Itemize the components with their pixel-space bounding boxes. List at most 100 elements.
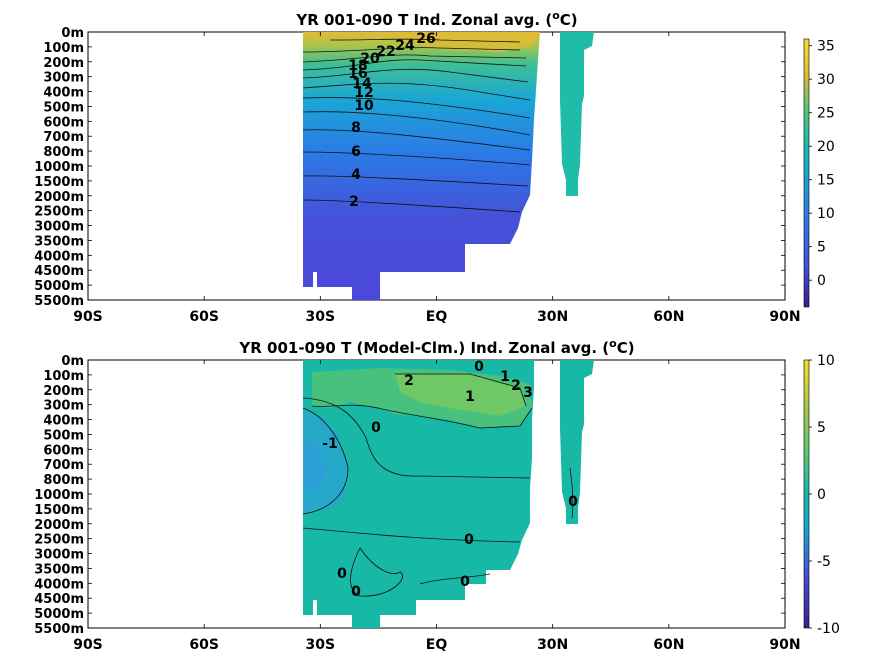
y-tick-label: 2000m xyxy=(34,190,84,205)
x-tick-label: 30S xyxy=(306,309,336,325)
x-tick-label: 90N xyxy=(769,637,800,653)
y-tick-label: 100m xyxy=(43,369,84,384)
colorbar-tick-label: -10 xyxy=(817,621,840,637)
colorbar-tick-label: -5 xyxy=(817,554,831,570)
temperature-field-north xyxy=(560,32,594,196)
y-tick-label: 4500m xyxy=(34,592,84,607)
y-tick-label: 300m xyxy=(43,71,84,86)
y-tick-label: 0m xyxy=(61,26,84,41)
panel-temperature: YR 001-090 T Ind. Zonal avg. (oC) 26 24 … xyxy=(0,0,875,328)
contour-label: 0 xyxy=(371,420,381,436)
colorbar-tick-label: 30 xyxy=(817,72,835,88)
y-tick-label: 3500m xyxy=(34,234,84,249)
contour-label: 0 xyxy=(474,359,484,375)
x-axis: 90S 60S 30S EQ 30N 60N 90N xyxy=(73,360,801,653)
y-tick-label: 800m xyxy=(43,145,84,160)
y-tick-label: 4000m xyxy=(34,249,84,264)
colorbar-tick-label: 20 xyxy=(817,139,835,155)
y-tick-label: 2000m xyxy=(34,518,84,533)
chart-title: YR 001-090 T (Model-Clm.) Ind. Zonal avg… xyxy=(238,337,634,357)
x-tick-label: 90S xyxy=(73,637,103,653)
contour-lines xyxy=(302,38,531,213)
colorbar-tick-label: 35 xyxy=(817,39,835,55)
y-axis: 0m100m200m300m400m500m600m700m800m1000m1… xyxy=(34,26,785,309)
x-tick-label: 60N xyxy=(653,637,684,653)
x-tick-label: EQ xyxy=(426,637,448,653)
colorbar-tick-label: 10 xyxy=(817,353,835,369)
colorbar-tick-label: 5 xyxy=(817,240,826,256)
contour-label: 0 xyxy=(464,532,474,548)
y-tick-label: 5000m xyxy=(34,279,84,294)
x-tick-label: 30S xyxy=(306,637,336,653)
contour-label: 22 xyxy=(376,44,395,60)
colorbar-tick-label: 15 xyxy=(817,173,835,189)
chart-temperature-anomaly: YR 001-090 T (Model-Clm.) Ind. Zonal avg… xyxy=(34,337,840,653)
contour-label: 1 xyxy=(500,369,510,385)
contour-label: 14 xyxy=(352,76,372,92)
contour-label: 10 xyxy=(354,98,374,114)
y-tick-label: 2500m xyxy=(34,205,84,220)
x-tick-label: 60S xyxy=(189,637,219,653)
colorbar-tick-label: 25 xyxy=(817,106,835,122)
y-tick-label: 100m xyxy=(43,41,84,56)
contour-label: 26 xyxy=(416,31,435,47)
x-tick-label: 30N xyxy=(537,309,568,325)
y-tick-label: 4000m xyxy=(34,577,84,592)
y-tick-label: 3500m xyxy=(34,562,84,577)
contour-label: 0 xyxy=(351,584,361,600)
y-tick-label: 3000m xyxy=(34,220,84,235)
contour-label: 8 xyxy=(351,120,361,136)
contour-label: 0 xyxy=(568,494,578,510)
contour-label: 0 xyxy=(460,574,470,590)
x-tick-label: EQ xyxy=(426,309,448,325)
x-tick-label: 60N xyxy=(653,309,684,325)
contour-labels: 2 1 0 1 2 3 -1 0 0 0 0 0 0 xyxy=(322,359,578,600)
x-tick-label: 90N xyxy=(769,309,800,325)
x-tick-label: 90S xyxy=(73,309,103,325)
y-tick-label: 2500m xyxy=(34,533,84,548)
x-tick-label: 30N xyxy=(537,637,568,653)
contour-labels: 26 24 22 20 18 16 14 12 10 8 6 4 2 xyxy=(348,31,435,210)
y-tick-label: 400m xyxy=(43,414,84,429)
contour-label: 6 xyxy=(351,144,361,160)
y-tick-label: 5500m xyxy=(34,294,84,309)
warm-surface xyxy=(400,32,540,52)
cold-anomaly-core xyxy=(303,440,326,492)
y-tick-label: 300m xyxy=(43,399,84,414)
colorbar-tick-label: 10 xyxy=(817,206,835,222)
y-tick-label: 800m xyxy=(43,473,84,488)
y-tick-label: 500m xyxy=(43,100,84,115)
y-tick-label: 4500m xyxy=(34,264,84,279)
y-tick-label: 3000m xyxy=(34,548,84,563)
y-tick-label: 400m xyxy=(43,86,84,101)
contour-label: -1 xyxy=(322,436,338,452)
colorbar-ticks: 10 5 0 -5 -10 xyxy=(809,353,840,637)
y-tick-label: 200m xyxy=(43,56,84,71)
warm-anomaly-core xyxy=(395,374,526,416)
contour-label: 1 xyxy=(465,389,475,405)
y-tick-label: 0m xyxy=(61,354,84,369)
colorbar-tick-label: 0 xyxy=(817,487,826,503)
contour-label: 12 xyxy=(354,85,373,101)
temperature-field xyxy=(303,32,540,300)
y-tick-label: 600m xyxy=(43,115,84,130)
colorbar xyxy=(803,38,810,308)
colorbar-tick-label: 0 xyxy=(817,273,826,289)
chart-temperature: YR 001-090 T Ind. Zonal avg. (oC) 26 24 … xyxy=(34,9,835,325)
contour-lines xyxy=(302,373,574,597)
contour-label: 2 xyxy=(349,194,359,210)
y-tick-label: 700m xyxy=(43,458,84,473)
colorbar-tick-label: 5 xyxy=(817,420,826,436)
x-axis: 90S 60S 30S EQ 30N 60N 90N xyxy=(73,32,801,325)
contour-label: 16 xyxy=(348,66,367,82)
y-tick-label: 5000m xyxy=(34,607,84,622)
y-tick-label: 600m xyxy=(43,443,84,458)
contour-label: 3 xyxy=(523,385,533,401)
x-tick-label: 60S xyxy=(189,309,219,325)
y-tick-label: 500m xyxy=(43,428,84,443)
y-tick-label: 1500m xyxy=(34,503,84,518)
y-axis: 0m100m200m300m400m500m600m700m800m1000m1… xyxy=(34,354,785,637)
y-tick-label: 1500m xyxy=(34,175,84,190)
contour-label: 0 xyxy=(337,566,347,582)
contour-label: 18 xyxy=(348,58,367,74)
